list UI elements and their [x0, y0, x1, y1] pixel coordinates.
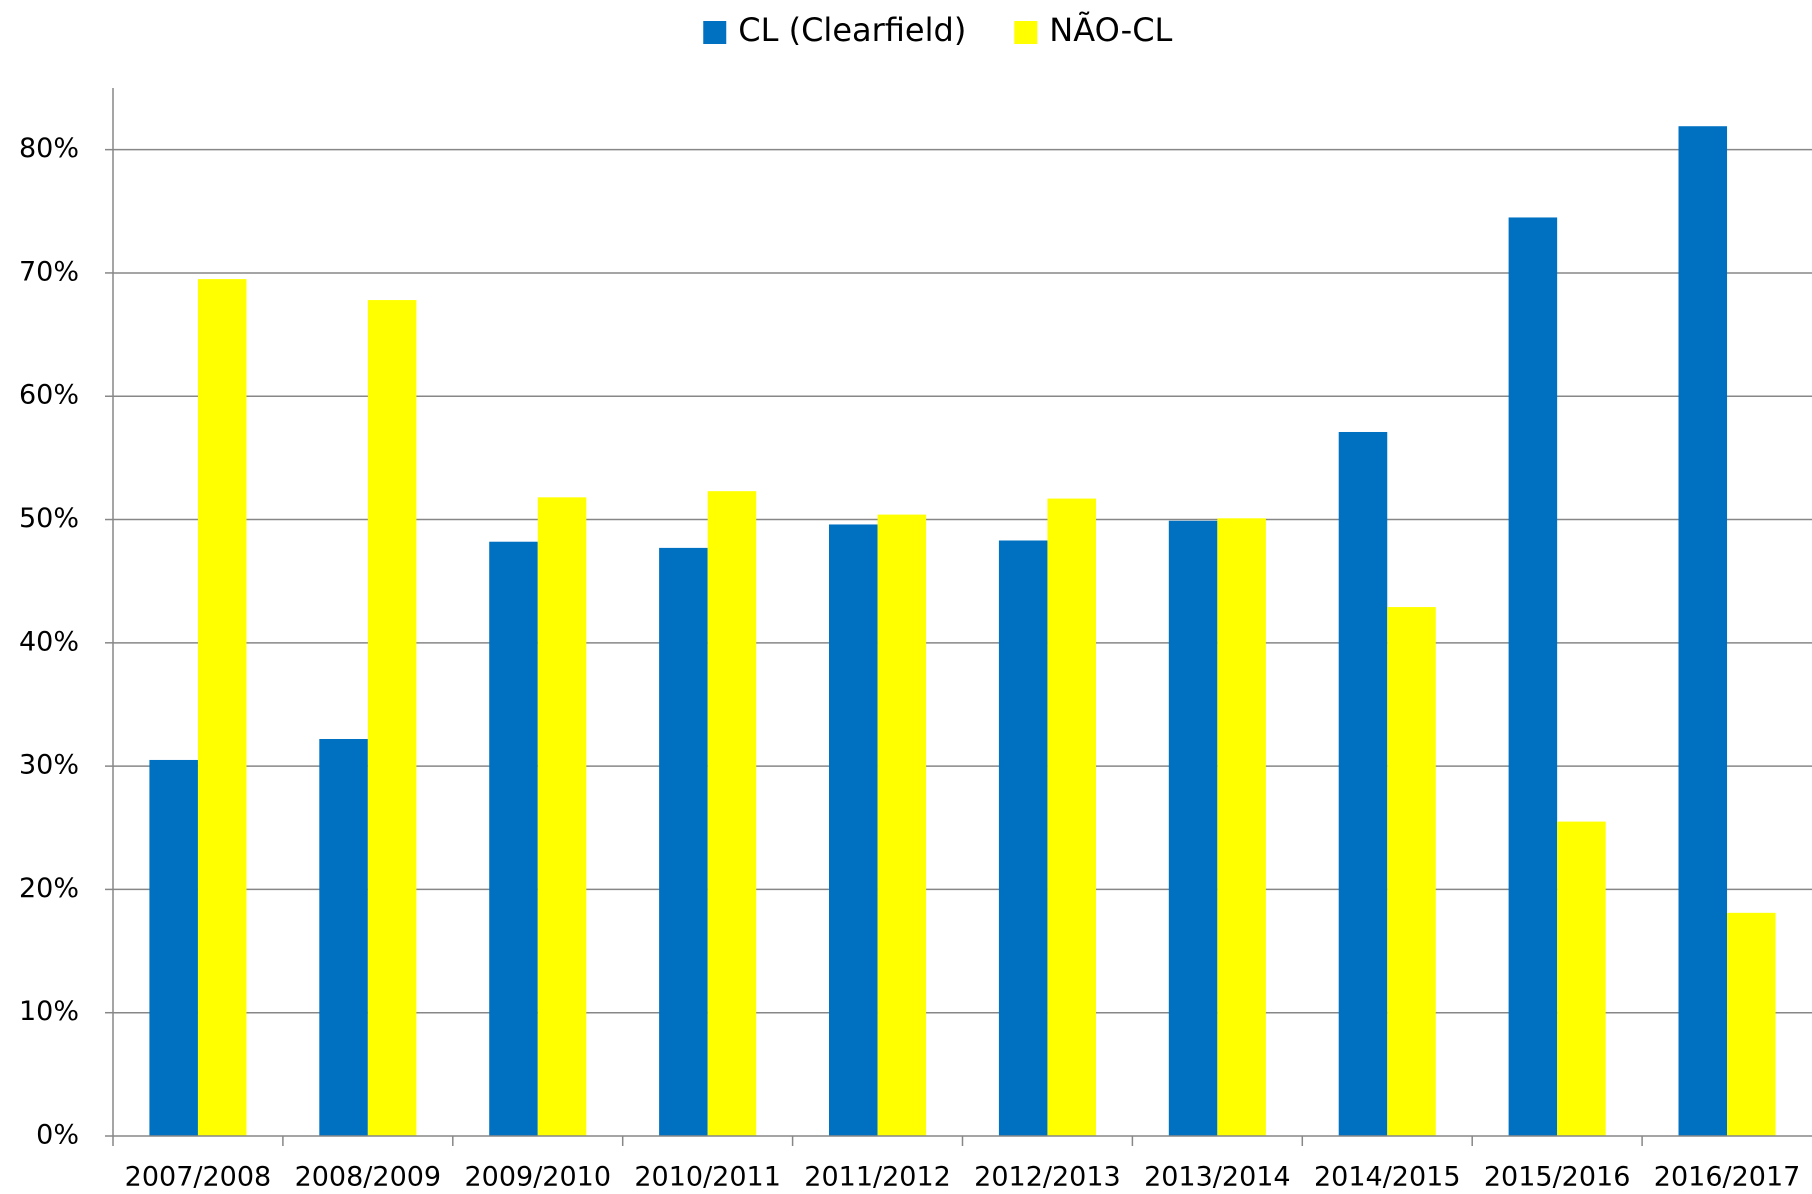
y-tick-label: 30% — [19, 750, 79, 781]
x-tick-label: 2016/2017 — [1654, 1162, 1801, 1193]
bar — [998, 540, 1048, 1136]
x-tick-label: 2008/2009 — [295, 1162, 442, 1193]
bar — [829, 524, 878, 1136]
x-tick-label: 2007/2008 — [125, 1162, 272, 1193]
bar — [1168, 520, 1218, 1136]
bar — [149, 759, 198, 1136]
bar — [1217, 518, 1266, 1136]
x-tick-label: 2015/2016 — [1484, 1162, 1631, 1193]
bar — [1338, 431, 1388, 1136]
bar — [707, 491, 757, 1136]
bar — [537, 497, 587, 1137]
bar — [877, 514, 927, 1136]
bar — [367, 300, 417, 1136]
bar — [489, 541, 538, 1136]
legend-swatch — [703, 21, 727, 44]
y-tick-label: 70% — [19, 256, 79, 287]
y-tick-label: 40% — [19, 626, 79, 657]
bar — [659, 547, 708, 1136]
y-tick-label: 20% — [19, 873, 79, 904]
x-tick-label: 2013/2014 — [1144, 1162, 1291, 1193]
bar — [1387, 607, 1436, 1136]
x-tick-label: 2011/2012 — [804, 1162, 951, 1193]
x-tick-label: 2012/2013 — [974, 1162, 1121, 1193]
bar — [1508, 217, 1558, 1137]
x-tick-label: 2014/2015 — [1314, 1162, 1461, 1193]
legend-swatch — [1014, 21, 1038, 44]
y-tick-label: 0% — [36, 1120, 79, 1151]
bar — [1047, 498, 1096, 1136]
x-tick-label: 2009/2010 — [464, 1162, 611, 1193]
y-tick-label: 10% — [19, 996, 79, 1027]
bar — [1678, 126, 1728, 1136]
legend-label: CL (Clearfield) — [738, 11, 966, 49]
y-tick-label: 50% — [19, 503, 79, 534]
y-tick-label: 60% — [19, 380, 79, 411]
bar — [1727, 912, 1776, 1136]
x-tick-label: 2010/2011 — [634, 1162, 781, 1193]
bar — [319, 738, 368, 1136]
bar — [1557, 821, 1606, 1136]
legend-label: NÃO-CL — [1049, 11, 1172, 49]
bar — [197, 279, 247, 1136]
y-tick-label: 80% — [19, 133, 79, 164]
